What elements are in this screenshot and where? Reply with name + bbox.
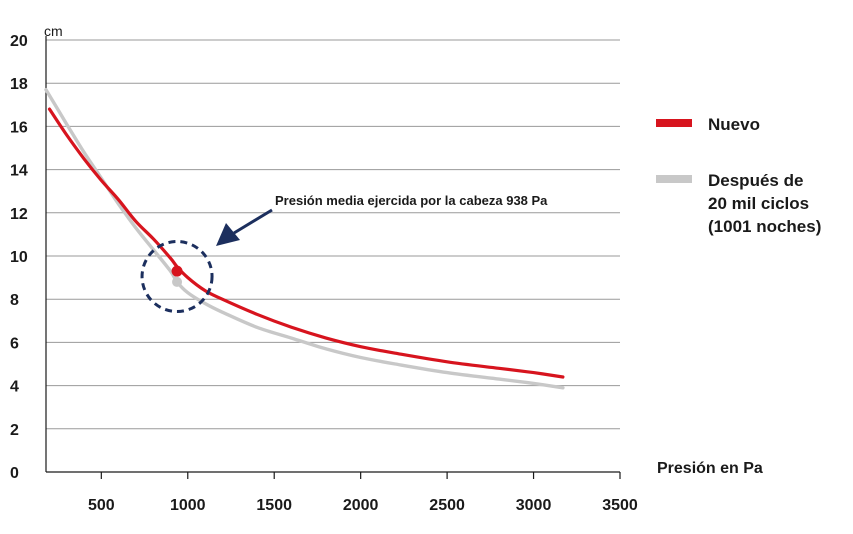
x-axis-title: Presión en Pa: [657, 460, 763, 477]
x-tick-labels: 500 1000 1500 2000 2500 3000 3500: [88, 497, 638, 514]
series-line-despues: [44, 88, 565, 390]
x-tick-label: 2000: [343, 497, 379, 514]
x-tick-label: 1500: [256, 497, 292, 514]
x-tick-label: 500: [88, 497, 115, 514]
axes: [45, 36, 621, 479]
annotation-point-despues: [172, 276, 183, 287]
x-tick-label: 3000: [516, 497, 552, 514]
legend-label-despues-line: Después de: [708, 171, 803, 190]
legend-label-nuevo: Nuevo: [708, 115, 760, 134]
y-unit-label: cm: [44, 23, 63, 39]
y-tick-label: 12: [10, 206, 28, 223]
legend-swatch-despues: [656, 175, 692, 183]
y-tick-label: 8: [10, 292, 19, 309]
legend-label-despues-line: 20 mil ciclos: [708, 194, 809, 213]
legend-label-despues-line: (1001 noches): [708, 217, 821, 236]
y-tick-label: 2: [10, 422, 19, 439]
y-tick-label: 16: [10, 119, 28, 136]
annotation-text: Presión media ejercida por la cabeza 938…: [275, 193, 548, 208]
y-tick-label: 0: [10, 465, 19, 482]
legend: Nuevo Después de 20 mil ciclos (1001 noches…: [656, 115, 821, 236]
legend-swatch-nuevo: [656, 119, 692, 127]
y-tick-label: 6: [10, 335, 19, 352]
y-tick-label: 14: [10, 163, 28, 180]
y-tick-label: 20: [10, 33, 28, 50]
series-lines: [44, 88, 565, 390]
gridlines: [46, 39, 620, 430]
y-tick-label: 10: [10, 249, 28, 266]
x-tick-label: 2500: [429, 497, 465, 514]
annotation-point-nuevo: [171, 265, 183, 277]
annotation-circle: [140, 240, 214, 314]
annotation-arrow-shaft: [233, 208, 273, 235]
annotation-arrow-head: [216, 223, 240, 246]
series-line-nuevo: [47, 107, 565, 379]
y-tick-labels: 0 2 4 6 8 10 12 14 16 18 20: [10, 33, 28, 482]
x-tick-label: 1000: [170, 497, 206, 514]
y-tick-label: 4: [10, 379, 19, 396]
y-tick-label: 18: [10, 76, 28, 93]
x-tick-label: 3500: [602, 497, 638, 514]
annotation: Presión media ejercida por la cabeza 938…: [140, 193, 548, 314]
